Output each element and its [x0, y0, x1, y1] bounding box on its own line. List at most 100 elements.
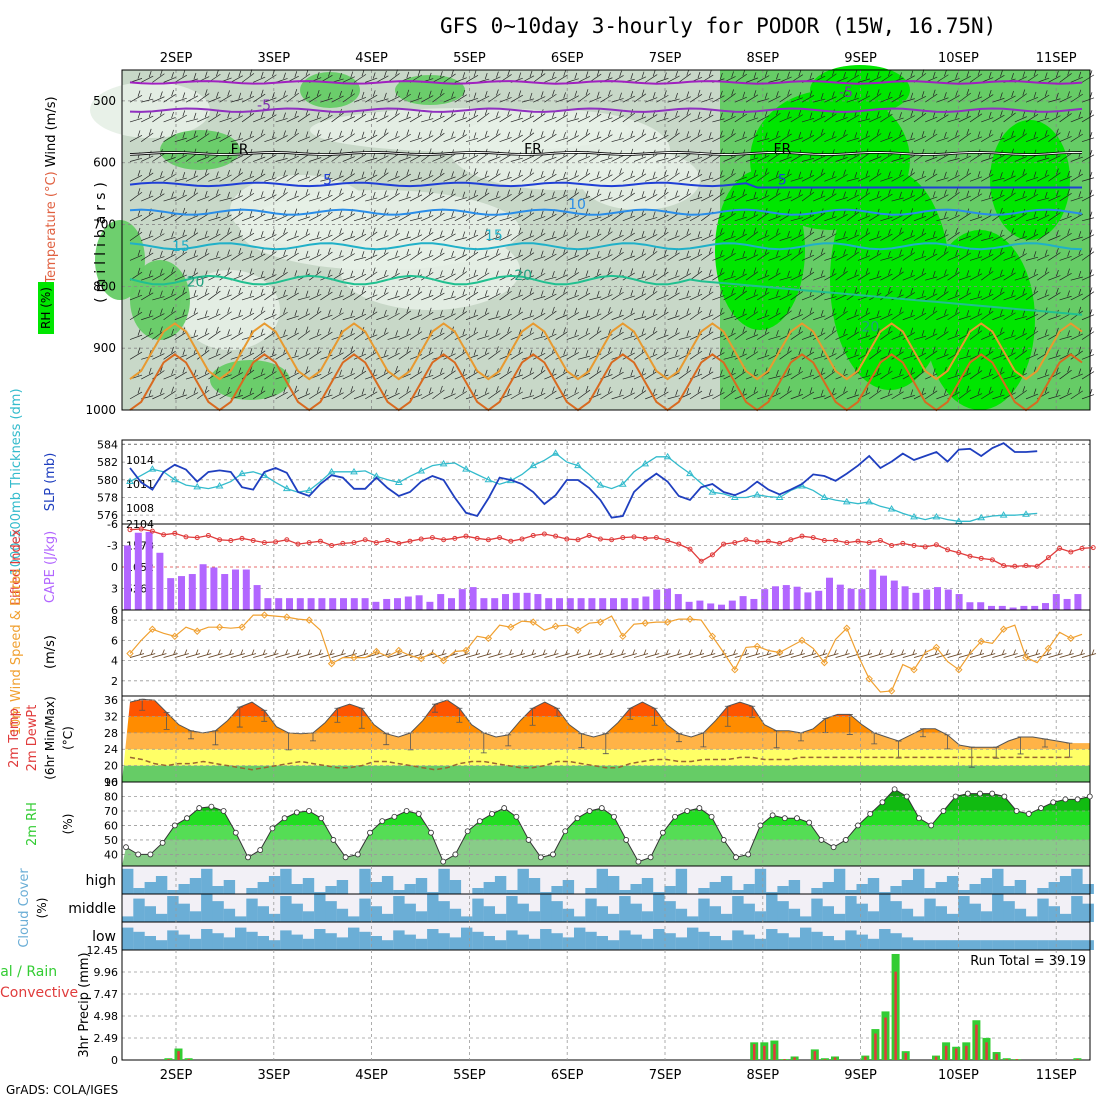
wind-barb: [824, 268, 837, 281]
wind-barb: [454, 386, 467, 400]
cloud-cell: [664, 886, 676, 894]
precip-convective-bar: [864, 1056, 867, 1060]
lifted-index-marker: [373, 540, 379, 546]
wind-barb: [253, 71, 266, 83]
cape-bar: [610, 598, 617, 610]
cape-bar: [124, 545, 131, 610]
surface-wind-barb: [555, 649, 570, 658]
cloud-cell: [1048, 882, 1060, 894]
wind-barb: [656, 267, 669, 281]
surface-wind-barb: [230, 649, 245, 658]
wind-barb: [723, 310, 736, 321]
contour-label: 15: [485, 228, 503, 244]
wind-barb: [600, 227, 613, 241]
precip-convective-bar: [995, 1053, 998, 1060]
wind-barb: [723, 190, 736, 202]
wind-barb: [667, 288, 680, 301]
rh-marker: [513, 813, 520, 820]
rh-marker: [318, 815, 325, 822]
wind-barb: [499, 189, 512, 202]
wind-barb: [824, 171, 837, 182]
cloud-cell: [777, 886, 789, 894]
lifted-index-marker: [1045, 555, 1051, 561]
wind-barb: [947, 267, 960, 281]
wind-barb: [544, 169, 557, 182]
cloud-cell: [1082, 940, 1094, 950]
wind-barb: [477, 188, 490, 202]
wind-barb: [813, 349, 826, 360]
surface-wind-barb: [533, 649, 548, 658]
cape-bar: [372, 601, 380, 610]
wind-barb: [645, 189, 658, 202]
cape-bar: [1009, 607, 1017, 610]
cloud-cell: [924, 898, 936, 922]
wind-barb: [645, 70, 658, 83]
wind-barb: [544, 111, 557, 123]
wind-barb: [555, 349, 568, 360]
rh-marker: [1062, 796, 1069, 803]
wind-barb: [398, 386, 411, 400]
wind-barb: [264, 171, 277, 182]
wind-barb: [353, 251, 367, 261]
wind-barb: [286, 230, 299, 241]
minmax-bar: [1017, 736, 1024, 755]
wind-barb: [532, 366, 546, 380]
lifted-index-marker: [709, 552, 715, 558]
date-label-top: 7SEP: [649, 51, 682, 66]
wind-barb: [622, 250, 635, 261]
thickness-marker: [708, 488, 717, 495]
wind-barb: [902, 248, 915, 261]
cape-bar: [642, 596, 650, 610]
wind-barb: [499, 326, 512, 340]
wind-barb: [129, 209, 143, 222]
cloud-cell: [890, 933, 902, 950]
wind-barb: [835, 306, 848, 321]
wind-barb: [197, 190, 210, 202]
cape-bar: [340, 598, 347, 610]
wind-barb: [745, 169, 759, 182]
rh-marker: [550, 851, 556, 858]
wind-barb: [958, 190, 971, 202]
wind-barb: [846, 189, 859, 202]
wind-barb: [163, 346, 176, 360]
wind-barb: [611, 247, 624, 261]
wind-barb: [656, 112, 669, 123]
cape-bar: [426, 601, 434, 610]
wind-barb: [633, 169, 647, 182]
wind-barb: [1070, 270, 1083, 281]
wind-barb: [611, 367, 624, 380]
wind-barb: [891, 267, 904, 281]
wind-barb: [600, 346, 613, 360]
wind-barb: [387, 131, 400, 143]
wind-barb: [824, 308, 837, 321]
wind-barb: [667, 270, 680, 281]
lifted-index-marker: [866, 540, 872, 546]
wind-barb: [757, 230, 770, 241]
wind-barb: [409, 229, 423, 241]
wind-barb: [645, 348, 658, 360]
rh-marker: [830, 844, 837, 851]
wind-barb: [1059, 366, 1072, 380]
cloud-cell: [528, 911, 541, 922]
lifted-index-marker: [239, 535, 245, 541]
lifted-index-marker: [1034, 563, 1040, 569]
wind-barb: [734, 211, 747, 222]
wind-barb: [477, 90, 490, 103]
wind-barb: [342, 346, 356, 360]
rh-marker: [659, 829, 666, 836]
wind-barb: [701, 269, 714, 281]
wind-barb: [1014, 328, 1027, 340]
surface-wind-barb: [376, 649, 391, 658]
cloud-cell: [144, 882, 156, 894]
rh-light-patch: [90, 82, 210, 138]
surface-wind-barb: [857, 649, 873, 658]
wind-barb: [835, 267, 848, 281]
cloud-cell: [867, 938, 880, 950]
wind-barb: [689, 386, 703, 400]
wind-barb: [141, 190, 154, 202]
wind-barb: [454, 129, 467, 143]
slp-tick-label: 1014: [126, 454, 154, 467]
cloud-cell: [370, 882, 382, 894]
y-tick-label: 6: [111, 634, 118, 647]
thickness-line: [129, 452, 1038, 522]
